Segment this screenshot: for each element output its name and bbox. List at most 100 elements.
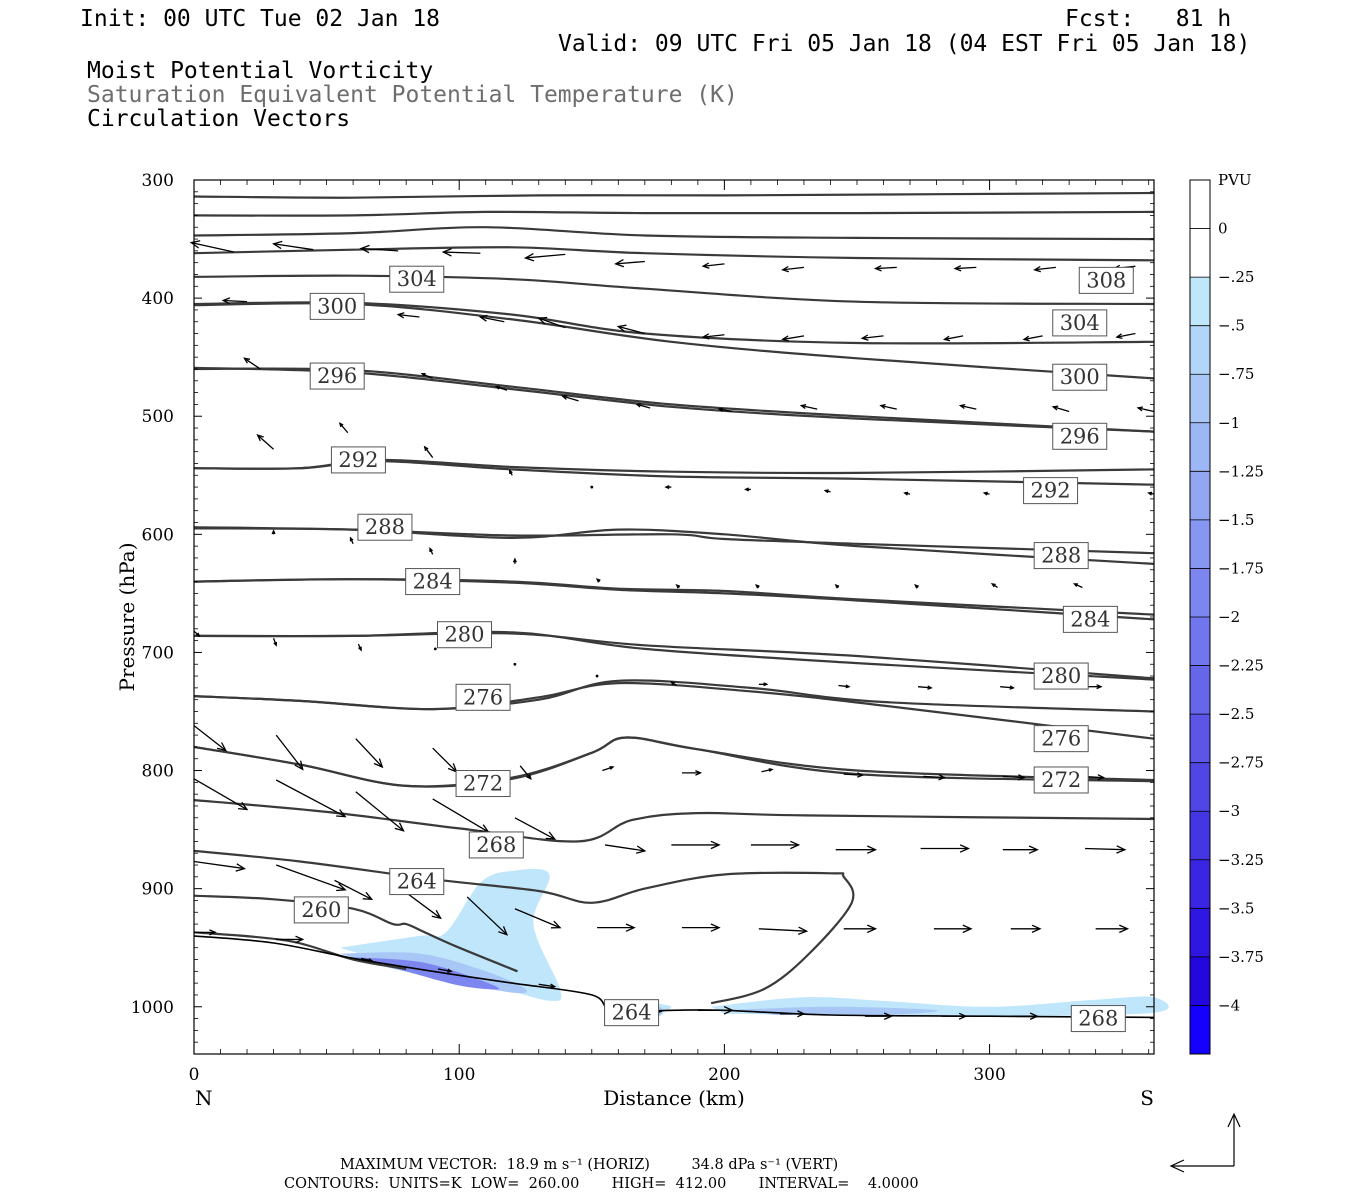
contour-label-box [455,683,511,711]
circulation-vector [864,1012,894,1020]
circulation-vector [590,485,594,489]
colorbar-tick-label: −3.5 [1218,899,1254,917]
contour-label: 264 [389,868,445,896]
circulation-vector [189,240,234,253]
circulation-vector [508,469,513,476]
colorbar-tick-label: −2 [1218,608,1240,626]
circulation-vector [873,265,897,272]
colorbar-swatch [1190,956,1210,1006]
circulation-vector [437,968,453,973]
contour-label: 268 [1070,1005,1126,1033]
contour-label: 300 [1052,363,1108,391]
circulation-vector [780,1010,806,1018]
circulation-vector [396,312,420,319]
valid-time: Valid: 09 UTC Fri 05 Jan 18 (04 EST Fri … [558,31,1251,57]
contour-label-text: 300 [317,294,357,318]
contour-label: 304 [389,265,445,293]
contour-label-box [1052,309,1108,337]
colorbar-swatch [1190,811,1210,861]
circulation-vector [1010,924,1042,933]
circulation-vector [758,926,809,936]
circulation-vector [1002,774,1026,781]
colorbar-tick-label: −4 [1218,996,1240,1014]
contour-label-text: 292 [1031,479,1071,503]
circulation-vector [942,335,964,342]
contour-label: 292 [1023,477,1079,505]
contour-label-box [309,362,365,390]
contour-label-box [293,896,349,924]
circulation-vector [334,879,374,901]
colorbar-swatch [1190,374,1210,424]
circulation-vector [595,674,599,678]
circulation-vector [717,407,733,413]
forecast-hour: Fcst: 81 h [1065,6,1232,32]
circulation-vector [423,445,434,458]
colorbar-tick-label: −.5 [1218,317,1245,335]
colorbar-swatch [1190,568,1210,618]
x-tick-label: 300 [973,1065,1005,1085]
circulation-vector [432,747,458,773]
colorbar-swatch [1190,228,1210,278]
circulation-vector [272,240,314,251]
terrain-surface-line [193,935,1155,1019]
theta-es-contour [193,578,1155,621]
contour-label-box [604,999,660,1027]
contour-label: 276 [1033,725,1089,753]
colorbar-swatch [1190,325,1210,375]
colorbar-swatch [1190,665,1210,715]
circulation-vector [697,1006,734,1015]
colorbar-swatch [1190,617,1210,667]
circulation-vector [941,1012,968,1020]
contour-label-text: 264 [397,870,437,894]
contour-label-text: 292 [338,448,378,472]
theta-es-contour [193,210,1155,217]
contour-label-text: 276 [1041,727,1081,751]
colorbar-swatch [1190,859,1210,909]
contour-label-box [309,292,365,320]
circulation-vector [781,335,805,342]
circulation-vector [982,491,990,496]
circulation-vector [602,766,615,772]
circulation-vector [256,434,274,450]
contour-label-box [357,513,413,541]
circulation-vector [512,557,517,564]
y-tick-label: 300 [142,171,174,191]
theta-es-contour [193,799,1155,843]
circulation-vector [675,584,681,589]
circulation-vector [1000,685,1015,690]
colorbar-tick-label: −1.75 [1218,559,1264,577]
circulation-vector [744,487,751,492]
circulation-vector [272,638,278,647]
circulation-vector [669,681,678,687]
contour-label: 268 [468,831,524,859]
contour-label-text: 288 [365,515,405,539]
contour-label-text: 304 [1060,311,1100,335]
circulation-vector [441,247,481,257]
contour-label-box [1062,605,1118,633]
y-tick-label: 1000 [131,998,174,1018]
circulation-vector [664,485,672,490]
colorbar-tick-label: −3.25 [1218,851,1264,869]
circulation-vector [514,817,557,840]
circulation-vector [1051,405,1070,413]
y-tick-label: 600 [142,525,174,545]
colorbar-swatch [1190,471,1210,521]
circulation-vector [781,265,805,273]
colorbar-swatch [1190,422,1210,472]
circulation-vector [538,983,557,989]
contour-label-layer: 308 304 304 300 300 296 296 292 292 288 288 284 284 2… [293,265,1134,1033]
circulation-vector [914,584,919,589]
circulation-vector [275,864,347,892]
contour-label-text: 308 [1086,268,1126,292]
circulation-vector [360,957,374,963]
circulation-vector [355,738,384,769]
circulation-vector [953,265,977,272]
circulation-vector [357,643,362,652]
init-time: Init: 00 UTC Tue 02 Jan 18 [80,6,441,32]
circulation-vector [597,923,636,932]
circulation-vector [835,845,878,854]
colorbar-swatch [1190,519,1210,569]
circulation-vector [276,935,305,944]
contour-label-text: 280 [444,623,484,647]
y-tick-label: 400 [142,289,174,309]
